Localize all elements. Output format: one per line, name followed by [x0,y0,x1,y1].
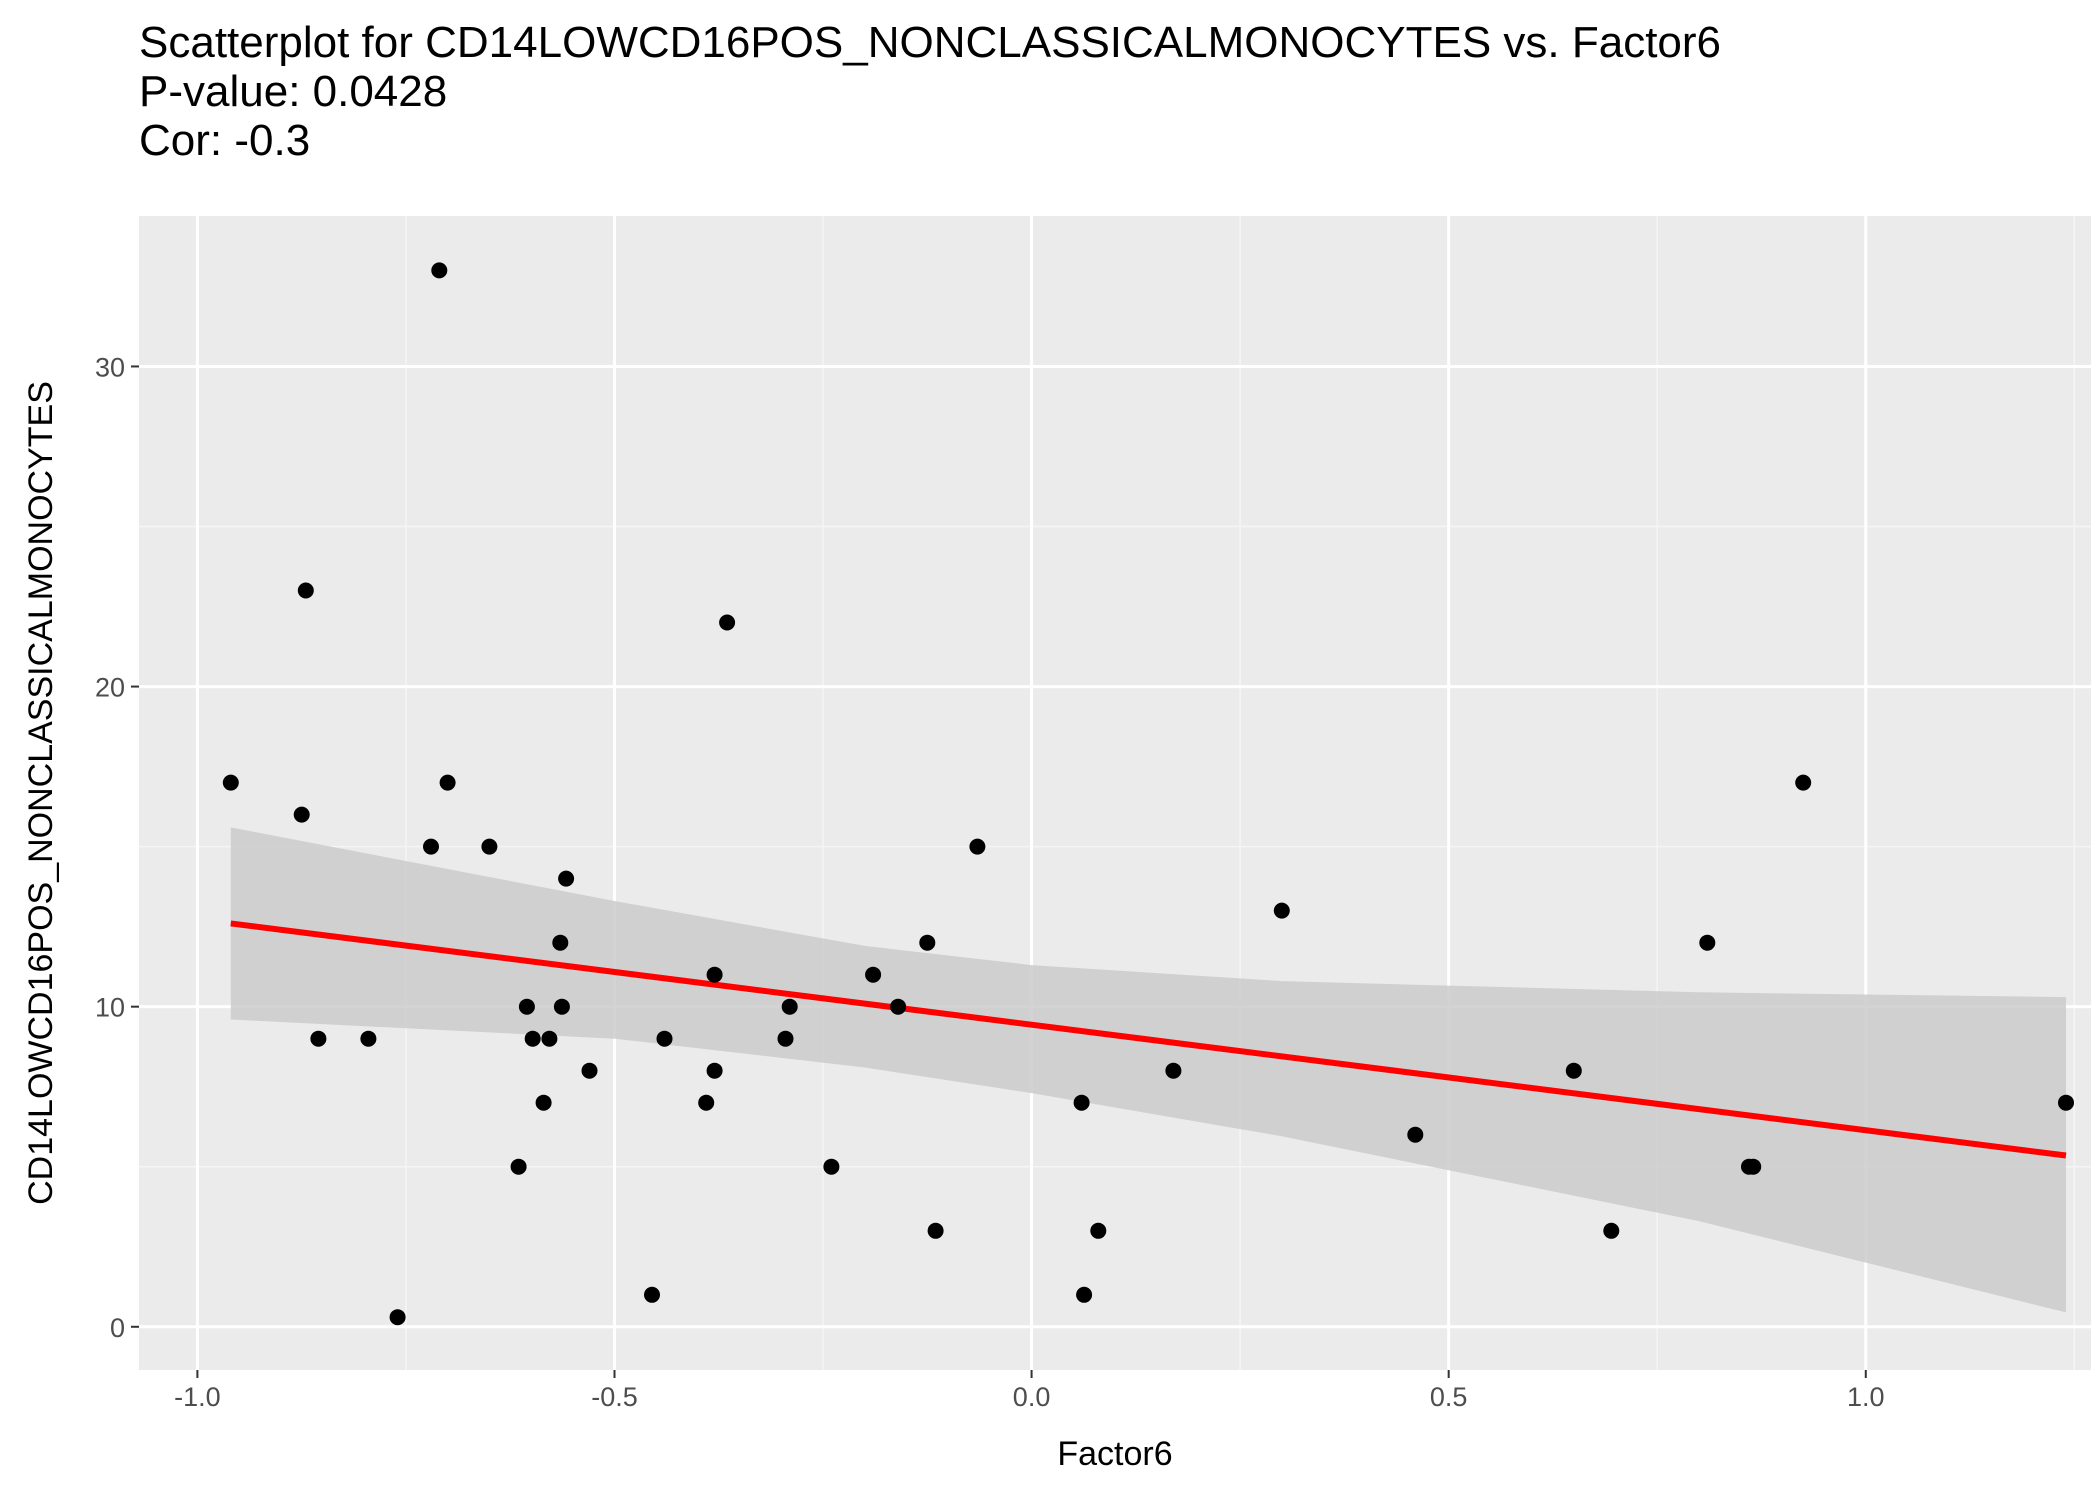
data-point [552,934,569,951]
y-tick-label: 20 [95,673,125,703]
data-point [1076,1286,1093,1303]
regression-line [230,920,2067,1159]
data-point [439,774,456,791]
data-point [1073,1094,1090,1111]
data-point [389,1309,406,1326]
data-point [969,838,986,855]
data-point [1090,1222,1107,1239]
data-point [360,1030,377,1047]
p-value-subtitle: P-value: 0.0428 [139,67,448,116]
data-point [581,1062,598,1079]
data-point [656,1030,673,1047]
data-point [644,1286,660,1303]
data-point [431,262,448,279]
data-point [310,1030,327,1047]
y-tick-label: 30 [95,352,125,382]
data-point [481,838,498,855]
x-axis-ticks: -1.0 -0.5 0.0 0.5 1.0 [174,1370,1885,1412]
data-point [706,966,723,983]
data-point [1795,774,1812,791]
data-point [558,870,575,887]
data-point [1407,1126,1424,1143]
y-axis-ticks: 0 10 20 30 [95,352,139,1343]
data-point [890,998,907,1015]
data-point [510,1158,527,1175]
data-point [423,838,439,855]
data-point [698,1094,715,1111]
x-tick-label: 0.0 [1013,1382,1051,1412]
data-point [781,998,798,1015]
data-point [1745,1158,1762,1175]
data-point [293,806,310,823]
data-point [1565,1062,1582,1079]
x-tick-label: 1.0 [1847,1382,1885,1412]
y-tick-label: 10 [95,993,125,1023]
data-point [535,1094,552,1111]
data-point [719,614,736,631]
data-point [919,934,936,951]
y-tick-label: 0 [110,1313,125,1343]
x-tick-label: 0.5 [1430,1382,1468,1412]
data-point [524,1030,541,1047]
x-tick-label: -0.5 [591,1382,638,1412]
data-point [1603,1222,1620,1239]
data-point [2058,1094,2074,1111]
data-point [222,774,239,791]
title-block: Scatterplot for CD14LOWCD16POS_NONCLASSI… [139,18,2100,165]
data-point [1165,1062,1182,1079]
x-axis-title: Factor6 [1057,1435,1172,1473]
confidence-band [230,827,2066,1313]
data-point [1699,934,1716,951]
data-point [553,998,570,1015]
data-point [541,1030,558,1047]
data-points [222,262,2074,1326]
data-point [927,1222,944,1239]
data-point [865,966,882,983]
minor-gridlines [139,216,2091,1370]
data-point [706,1062,723,1079]
data-point [518,998,535,1015]
data-point [777,1030,794,1047]
data-point [297,582,314,599]
correlation-subtitle: Cor: -0.3 [139,116,311,165]
data-point [1273,902,1290,919]
data-point [823,1158,840,1175]
y-axis-title: CD14LOWCD16POS_NONCLASSICALMONOCYTES [22,381,60,1205]
chart-title: Scatterplot for CD14LOWCD16POS_NONCLASSI… [139,18,1722,67]
x-tick-label: -1.0 [174,1382,221,1412]
